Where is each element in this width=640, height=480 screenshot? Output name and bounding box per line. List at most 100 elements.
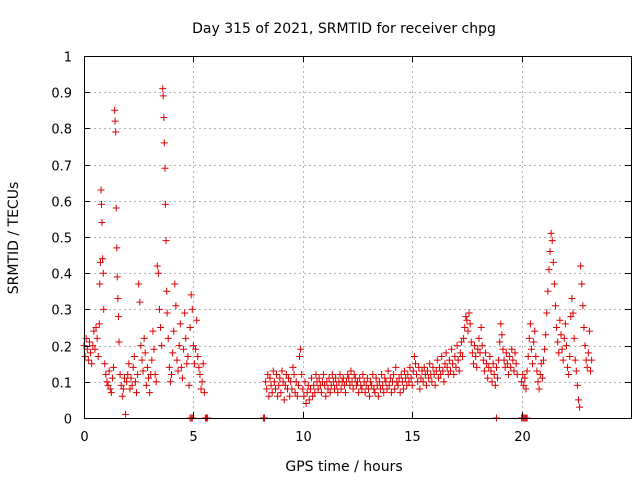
data-point [535, 385, 543, 393]
data-point [550, 280, 558, 288]
data-point [192, 345, 200, 353]
data-point [190, 360, 198, 368]
x-tick-label: 5 [189, 430, 197, 445]
data-point [536, 371, 544, 379]
data-point [448, 345, 456, 353]
data-point [323, 378, 331, 386]
y-tick-label: 0.1 [51, 377, 72, 392]
data-point [464, 327, 472, 335]
data-point [520, 381, 528, 389]
x-axis-label: GPS time / hours [285, 459, 402, 475]
data-point [291, 389, 299, 397]
axis-ticks: 00.10.20.30.40.50.60.70.80.910 5 10 15 20 [51, 51, 631, 445]
data-point [507, 363, 515, 371]
data-point [472, 352, 480, 360]
data-point [463, 316, 471, 324]
data-point [296, 352, 304, 360]
data-point [92, 324, 100, 331]
x-tick-label: 15 [404, 430, 421, 445]
data-point [276, 374, 284, 382]
data-point [198, 378, 206, 386]
data-points [80, 85, 596, 422]
data-point [305, 396, 313, 404]
data-point [174, 367, 182, 375]
y-tick-label: 0.8 [51, 123, 72, 138]
data-point [509, 356, 517, 364]
data-point [511, 349, 519, 357]
data-point [108, 374, 116, 382]
data-point [419, 378, 427, 386]
y-tick-label: 0.4 [51, 268, 72, 283]
data-point [292, 378, 300, 386]
data-point [533, 367, 541, 375]
data-point [116, 371, 124, 379]
data-point [88, 360, 96, 368]
data-point [570, 334, 578, 342]
data-point [115, 313, 123, 321]
data-point [531, 327, 539, 335]
data-point [378, 371, 386, 379]
data-point [184, 352, 192, 360]
data-point [346, 381, 354, 389]
data-point [573, 381, 581, 389]
data-point [413, 371, 421, 379]
data-point [178, 374, 186, 382]
data-point [196, 371, 204, 379]
data-point [453, 342, 461, 350]
data-point [117, 381, 125, 389]
data-point [101, 360, 109, 368]
data-point [579, 302, 587, 310]
data-point [111, 106, 119, 114]
data-point [587, 367, 595, 375]
data-point [376, 385, 384, 393]
data-point [484, 374, 492, 382]
data-point [193, 316, 201, 324]
data-point [133, 389, 141, 397]
data-point [558, 345, 566, 353]
data-point [485, 363, 493, 371]
data-point [542, 331, 550, 339]
data-point [565, 371, 573, 379]
data-point [556, 316, 564, 324]
data-point [177, 363, 185, 371]
data-point [299, 385, 307, 393]
data-point [189, 342, 197, 350]
data-point [519, 371, 527, 379]
data-point [159, 92, 167, 100]
data-point [264, 371, 272, 379]
data-point [537, 360, 545, 368]
data-point [502, 349, 510, 357]
data-point [425, 374, 433, 382]
data-point [580, 324, 588, 331]
data-point [195, 363, 203, 371]
data-point [119, 385, 127, 393]
data-point [96, 280, 104, 288]
data-point [417, 374, 425, 382]
data-point [138, 356, 146, 364]
data-point [526, 320, 534, 328]
data-point [369, 371, 377, 379]
data-point [498, 331, 506, 339]
data-point [183, 360, 191, 368]
data-point [182, 334, 190, 342]
data-point [297, 345, 305, 353]
data-point [383, 385, 391, 393]
data-point [370, 385, 378, 393]
data-point [479, 356, 487, 364]
data-point [434, 374, 442, 382]
data-point [320, 371, 328, 379]
data-point [446, 367, 454, 375]
data-point [326, 389, 334, 397]
data-point [524, 352, 532, 360]
data-point [325, 374, 333, 382]
data-point [578, 280, 586, 288]
data-point [518, 378, 526, 386]
data-point [494, 374, 502, 382]
data-point [308, 374, 316, 382]
data-point [158, 342, 166, 350]
data-point [399, 385, 407, 393]
data-point [122, 410, 130, 418]
data-point [175, 342, 183, 350]
data-point [155, 305, 163, 313]
data-point [371, 389, 379, 397]
